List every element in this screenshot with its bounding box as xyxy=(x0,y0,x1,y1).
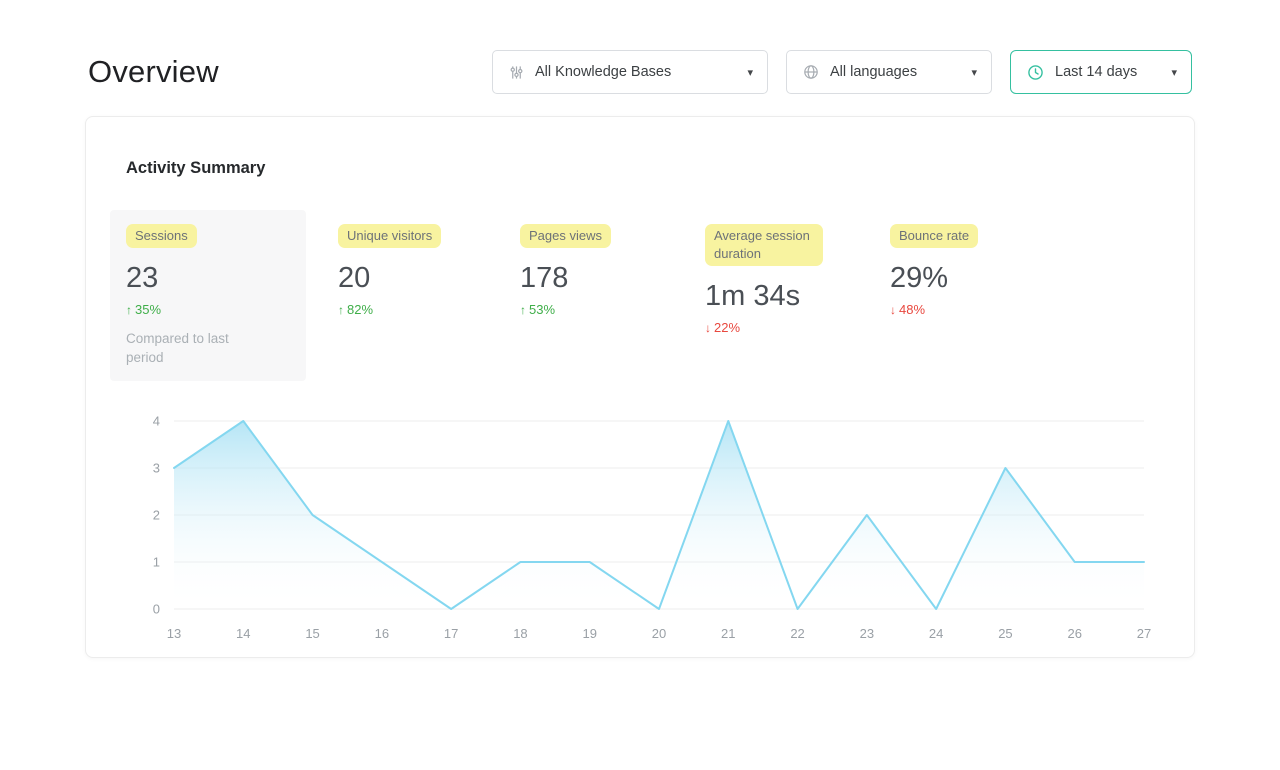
svg-text:20: 20 xyxy=(652,626,666,641)
activity-summary-card: Activity Summary Sessions 23 ↑ 35% Compar… xyxy=(85,116,1195,658)
svg-text:4: 4 xyxy=(153,414,160,429)
metric-change: ↑ 82% xyxy=(338,302,488,317)
change-value: 35% xyxy=(135,302,162,317)
metric-change: ↑ 53% xyxy=(520,302,673,317)
metric-label: Sessions xyxy=(126,224,197,248)
metric-pages-views[interactable]: Pages views 178 ↑ 53% xyxy=(504,210,689,331)
knowledge-bases-dropdown[interactable]: All Knowledge Bases ▾ xyxy=(492,50,768,94)
card-title: Activity Summary xyxy=(126,159,266,177)
chevron-down-icon: ▾ xyxy=(971,66,977,79)
svg-text:27: 27 xyxy=(1137,626,1151,641)
svg-text:13: 13 xyxy=(167,626,181,641)
svg-text:16: 16 xyxy=(375,626,389,641)
date-range-value: Last 14 days xyxy=(1055,64,1138,80)
metric-value: 20 xyxy=(338,262,371,294)
metric-value: 178 xyxy=(520,262,569,294)
svg-text:2: 2 xyxy=(153,508,160,523)
metric-value: 1m 34s xyxy=(705,280,801,312)
metric-label: Unique visitors xyxy=(338,224,442,248)
change-value: 22% xyxy=(714,320,741,335)
svg-text:1: 1 xyxy=(153,555,160,570)
svg-text:23: 23 xyxy=(860,626,874,641)
svg-text:15: 15 xyxy=(305,626,319,641)
metric-unique-visitors[interactable]: Unique visitors 20 ↑ 82% xyxy=(322,210,504,331)
knowledge-bases-value: All Knowledge Bases xyxy=(535,64,672,80)
chevron-down-icon: ▾ xyxy=(1171,66,1177,79)
trend-arrow-icon: ↑ xyxy=(338,303,344,317)
metric-label: Bounce rate xyxy=(890,224,979,248)
svg-text:0: 0 xyxy=(153,602,160,617)
metrics-row: Sessions 23 ↑ 35% Compared to last period… xyxy=(110,210,1154,381)
svg-text:26: 26 xyxy=(1067,626,1081,641)
svg-text:18: 18 xyxy=(513,626,527,641)
metric-change: ↑ 35% xyxy=(126,302,290,317)
chevron-down-icon: ▾ xyxy=(747,66,753,79)
svg-text:19: 19 xyxy=(582,626,596,641)
metric-bounce-rate[interactable]: Bounce rate 29% ↓ 48% xyxy=(874,210,1054,331)
filters-bar: All Knowledge Bases ▾ All languages ▾ xyxy=(492,50,1192,94)
chart-area: 0 1 2 3 4 13 14 15 16 17 18 19 20 21 22 23 24 25 26 27 xyxy=(126,407,1154,647)
topbar: Overview All Knowledge Bases ▾ xyxy=(0,50,1280,94)
metric-avg-session-duration[interactable]: Average session duration 1m 34s ↓ 22% xyxy=(689,210,874,349)
metric-value: 29% xyxy=(890,262,949,294)
sliders-icon xyxy=(509,65,524,80)
svg-text:24: 24 xyxy=(929,626,943,641)
trend-arrow-icon: ↓ xyxy=(705,321,711,335)
change-value: 48% xyxy=(899,302,926,317)
svg-text:14: 14 xyxy=(236,626,250,641)
svg-text:25: 25 xyxy=(998,626,1012,641)
metric-value: 23 xyxy=(126,262,159,294)
globe-icon xyxy=(803,64,819,80)
metric-label: Pages views xyxy=(520,224,611,248)
svg-text:17: 17 xyxy=(444,626,458,641)
clock-icon xyxy=(1027,64,1044,81)
metric-label: Average session duration xyxy=(705,224,823,266)
page-title: Overview xyxy=(88,54,219,89)
trend-arrow-icon: ↑ xyxy=(126,303,132,317)
svg-text:3: 3 xyxy=(153,461,160,476)
date-range-dropdown[interactable]: Last 14 days ▾ xyxy=(1010,50,1192,94)
svg-text:22: 22 xyxy=(790,626,804,641)
trend-arrow-icon: ↓ xyxy=(890,303,896,317)
change-value: 82% xyxy=(347,302,374,317)
metric-change: ↓ 22% xyxy=(705,320,858,335)
metric-change: ↓ 48% xyxy=(890,302,1038,317)
trend-arrow-icon: ↑ xyxy=(520,303,526,317)
metric-note: Compared to last period xyxy=(126,331,229,365)
svg-text:21: 21 xyxy=(721,626,735,641)
languages-value: All languages xyxy=(830,64,918,80)
languages-dropdown[interactable]: All languages ▾ xyxy=(786,50,992,94)
change-value: 53% xyxy=(529,302,556,317)
metric-sessions[interactable]: Sessions 23 ↑ 35% Compared to last period xyxy=(110,210,306,381)
